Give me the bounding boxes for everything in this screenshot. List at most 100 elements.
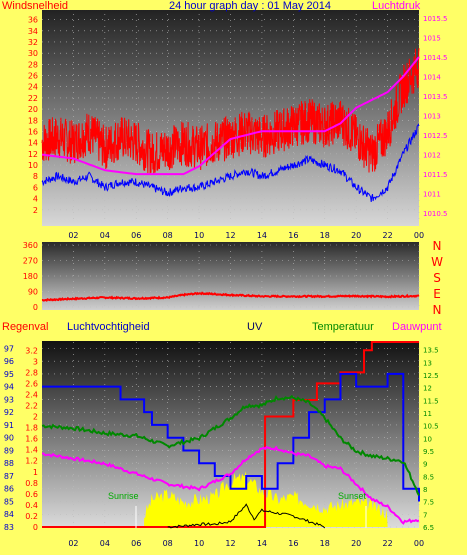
wind-direction-line	[41, 291, 420, 302]
wind-tick-label: 18	[28, 116, 38, 125]
pressure-tick-label: 1011.5	[423, 171, 448, 179]
x-tick-label: 04	[100, 231, 110, 240]
humidity-label: Luchtvochtigheid	[67, 321, 150, 333]
x-tick-label: 12	[225, 539, 235, 548]
x-tick-label: 06	[131, 539, 141, 548]
x-axis-bottom: 02 04 06 08 10 12 14 16 18 20 22 00	[68, 539, 424, 548]
uv-tick-label: 2	[33, 413, 38, 422]
humidity-tick-label: 94	[4, 383, 14, 392]
wind-tick-label: 32	[28, 38, 38, 47]
wind-tick-label: 6	[33, 183, 38, 192]
uv-line	[167, 503, 326, 529]
pressure-tick-label: 1014	[423, 73, 441, 81]
uv-tick-label: 2.2	[25, 402, 38, 411]
humidity-tick-label: 95	[4, 370, 14, 379]
humidity-tick-label: 97	[4, 344, 14, 353]
x-tick-label: 10	[194, 231, 204, 240]
temperature-tick-label: 11	[423, 410, 432, 418]
x-tick-label: 06	[131, 231, 141, 240]
x-tick-label: 08	[163, 231, 173, 240]
temperature-tick-label: 12.5	[423, 372, 439, 380]
wind-tick-label: 34	[28, 27, 38, 36]
uv-tick-label: 0.2	[25, 512, 38, 521]
uv-tick-label: 2.8	[25, 368, 38, 377]
pressure-tick-label: 1014.5	[423, 54, 448, 62]
uv-tick-label: 0	[33, 523, 38, 532]
x-tick-label: 18	[320, 539, 330, 548]
rain-line	[42, 341, 419, 528]
uv-label: UV	[247, 321, 263, 333]
humidity-tick-label: 86	[4, 485, 14, 494]
temperature-tick-label: 9	[423, 461, 427, 469]
wind-direction-series	[41, 291, 420, 302]
wind-tick-label: 28	[28, 60, 38, 69]
direction-tick-label: 270	[23, 257, 38, 266]
chart-title: 24 hour graph day : 01 May 2014	[169, 0, 331, 12]
wind-tick-label: 4	[33, 195, 38, 204]
pressure-tick-label: 1013.5	[423, 93, 448, 101]
wind-direction-axis: 360 270 180 90 0	[23, 241, 38, 312]
wind-tick-label: 24	[28, 83, 38, 92]
uv-tick-label: 3.2	[25, 346, 38, 355]
uv-tick-label: 2.6	[25, 379, 38, 388]
pressure-tick-label: 1015	[423, 34, 441, 42]
temperature-tick-label: 10	[423, 435, 432, 443]
uv-tick-label: 0.8	[25, 479, 38, 488]
temperature-tick-label: 12	[423, 385, 432, 393]
uv-tick-label: 1	[33, 468, 38, 477]
uv-tick-label: 1.2	[25, 457, 38, 466]
temperature-tick-label: 7.5	[423, 499, 434, 507]
wind-tick-label: 10	[28, 161, 38, 170]
x-tick-label: 08	[163, 539, 173, 548]
uv-tick-label: 2.4	[25, 390, 38, 399]
uv-tick-label: 1.4	[25, 446, 38, 455]
wind-average-line	[41, 123, 420, 203]
humidity-tick-label: 88	[4, 459, 14, 468]
temperature-label: Temperatuur	[312, 321, 374, 333]
x-tick-label: 00	[414, 539, 424, 548]
wind-tick-label: 26	[28, 72, 38, 81]
wind-tick-label: 36	[28, 16, 38, 25]
compass-label: E	[433, 287, 441, 301]
x-axis-top: 02 04 06 08 10 12 14 16 18 20 22 00	[68, 231, 424, 240]
wind-pressure-series	[41, 48, 420, 203]
temperature-axis: 6.5 7 7.5 8 8.5 9 9.5 10 10.5 11 11.5 12 12.5 13 13.5	[423, 347, 439, 532]
humidity-tick-label: 83	[4, 523, 14, 532]
uv-axis: 0 0.2 0.4 0.6 0.8 1 1.2 1.4 1.6 1.8 2 2.2 2.4 2.6 2.8 3…	[25, 346, 38, 532]
wind-speed-label: Windsnelheid	[2, 0, 68, 12]
pressure-label: Luchtdruk	[372, 0, 421, 12]
humidity-tick-label: 90	[4, 434, 14, 443]
x-tick-label: 04	[100, 539, 110, 548]
pressure-axis: 1010.5 1011 1011.5 1012 1012.5 1013 1013.5 1014…	[423, 15, 448, 218]
uv-tick-label: 1.6	[25, 435, 38, 444]
uv-tick-label: 0.4	[25, 501, 38, 510]
x-tick-label: 20	[351, 539, 361, 548]
uv-tick-label: 0.6	[25, 490, 38, 499]
x-tick-label: 14	[257, 539, 267, 548]
direction-tick-label: 360	[23, 241, 38, 250]
x-tick-label: 20	[351, 231, 361, 240]
sunset-label: Sunset	[338, 491, 367, 501]
pressure-tick-label: 1010.5	[423, 210, 448, 218]
wind-tick-label: 16	[28, 127, 38, 136]
humidity-line	[42, 372, 420, 502]
pressure-tick-label: 1011	[423, 191, 441, 199]
uv-tick-label: 3	[33, 357, 38, 366]
compass-label: N	[433, 303, 442, 317]
humidity-tick-label: 91	[4, 421, 14, 430]
rain-label: Regenval	[2, 321, 48, 333]
x-tick-label: 10	[194, 539, 204, 548]
direction-tick-label: 90	[28, 288, 38, 297]
direction-tick-label: 180	[23, 272, 38, 281]
temperature-tick-label: 11.5	[423, 397, 439, 405]
humidity-tick-label: 84	[4, 510, 14, 519]
temp-humidity-series	[41, 341, 420, 529]
pressure-tick-label: 1013	[423, 113, 441, 121]
x-tick-label: 22	[382, 539, 392, 548]
wind-tick-label: 8	[33, 172, 38, 181]
pressure-tick-label: 1012	[423, 152, 441, 160]
temperature-tick-label: 13.5	[423, 347, 439, 355]
